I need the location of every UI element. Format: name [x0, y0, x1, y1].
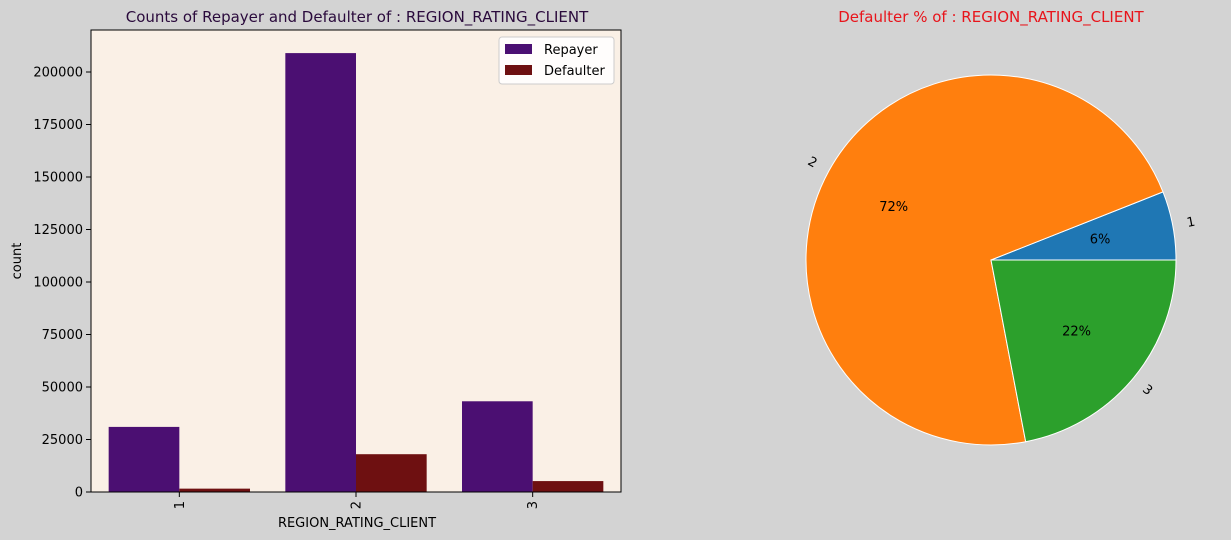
pie-category-label-3: 3 [1139, 382, 1155, 399]
bar-chart: Counts of Repayer and Defaulter of : REG… [10, 8, 622, 531]
pie-value-label-3: 22% [1062, 324, 1091, 339]
x-tick-label: 3 [526, 501, 541, 509]
x-tick-label: 2 [350, 501, 365, 509]
legend-swatch-repayer [505, 44, 532, 54]
bar-repayer-1 [108, 426, 180, 492]
legend-label-defaulter: Defaulter [544, 64, 605, 79]
bar-chart-title: Counts of Repayer and Defaulter of : REG… [126, 8, 589, 27]
y-tick-label: 75000 [42, 328, 83, 343]
pie-category-label-1: 1 [1186, 215, 1197, 231]
pie-marks: 6% 1 72% 2 22% 3 [805, 74, 1197, 446]
pie-chart-title: Defaulter % of : REGION_RATING_CLIENT [838, 8, 1144, 27]
y-axis-label: count [10, 243, 25, 280]
y-tick-label: 50000 [42, 381, 83, 396]
pie-value-label-2: 72% [879, 200, 908, 215]
pie-slice-3 [990, 259, 1177, 443]
legend: Repayer Defaulter [498, 36, 615, 85]
x-axis-label: REGION_RATING_CLIENT [278, 516, 436, 531]
bar-defaulter-2 [356, 454, 427, 492]
pie-slice-2 [805, 74, 1164, 446]
y-tick-label: 150000 [33, 171, 83, 186]
y-tick-label: 125000 [33, 223, 83, 238]
y-tick-label: 175000 [33, 118, 83, 133]
pie-value-label-1: 6% [1090, 233, 1111, 248]
bar-repayer-3 [462, 401, 533, 492]
y-tick-label: 0 [75, 486, 83, 501]
bar-repayer-2 [285, 53, 356, 492]
pie-category-label-2: 2 [805, 154, 819, 171]
y-tick-label: 200000 [33, 66, 83, 81]
pie-chart: Defaulter % of : REGION_RATING_CLIENT 6%… [805, 8, 1197, 446]
y-tick-label: 100000 [33, 276, 83, 291]
y-axis: 0 25000 50000 75000 100000 125000 150000 175000… [33, 66, 91, 501]
bar-defaulter-1 [179, 488, 250, 492]
bar-plot-frame [90, 29, 622, 493]
x-tick-label: 1 [173, 501, 188, 509]
legend-swatch-defaulter [505, 65, 532, 75]
bar-defaulter-3 [532, 481, 604, 492]
bar-marks [108, 53, 604, 492]
legend-label-repayer: Repayer [544, 43, 598, 58]
x-axis: 1 2 3 [173, 492, 541, 509]
y-tick-label: 25000 [42, 433, 83, 448]
